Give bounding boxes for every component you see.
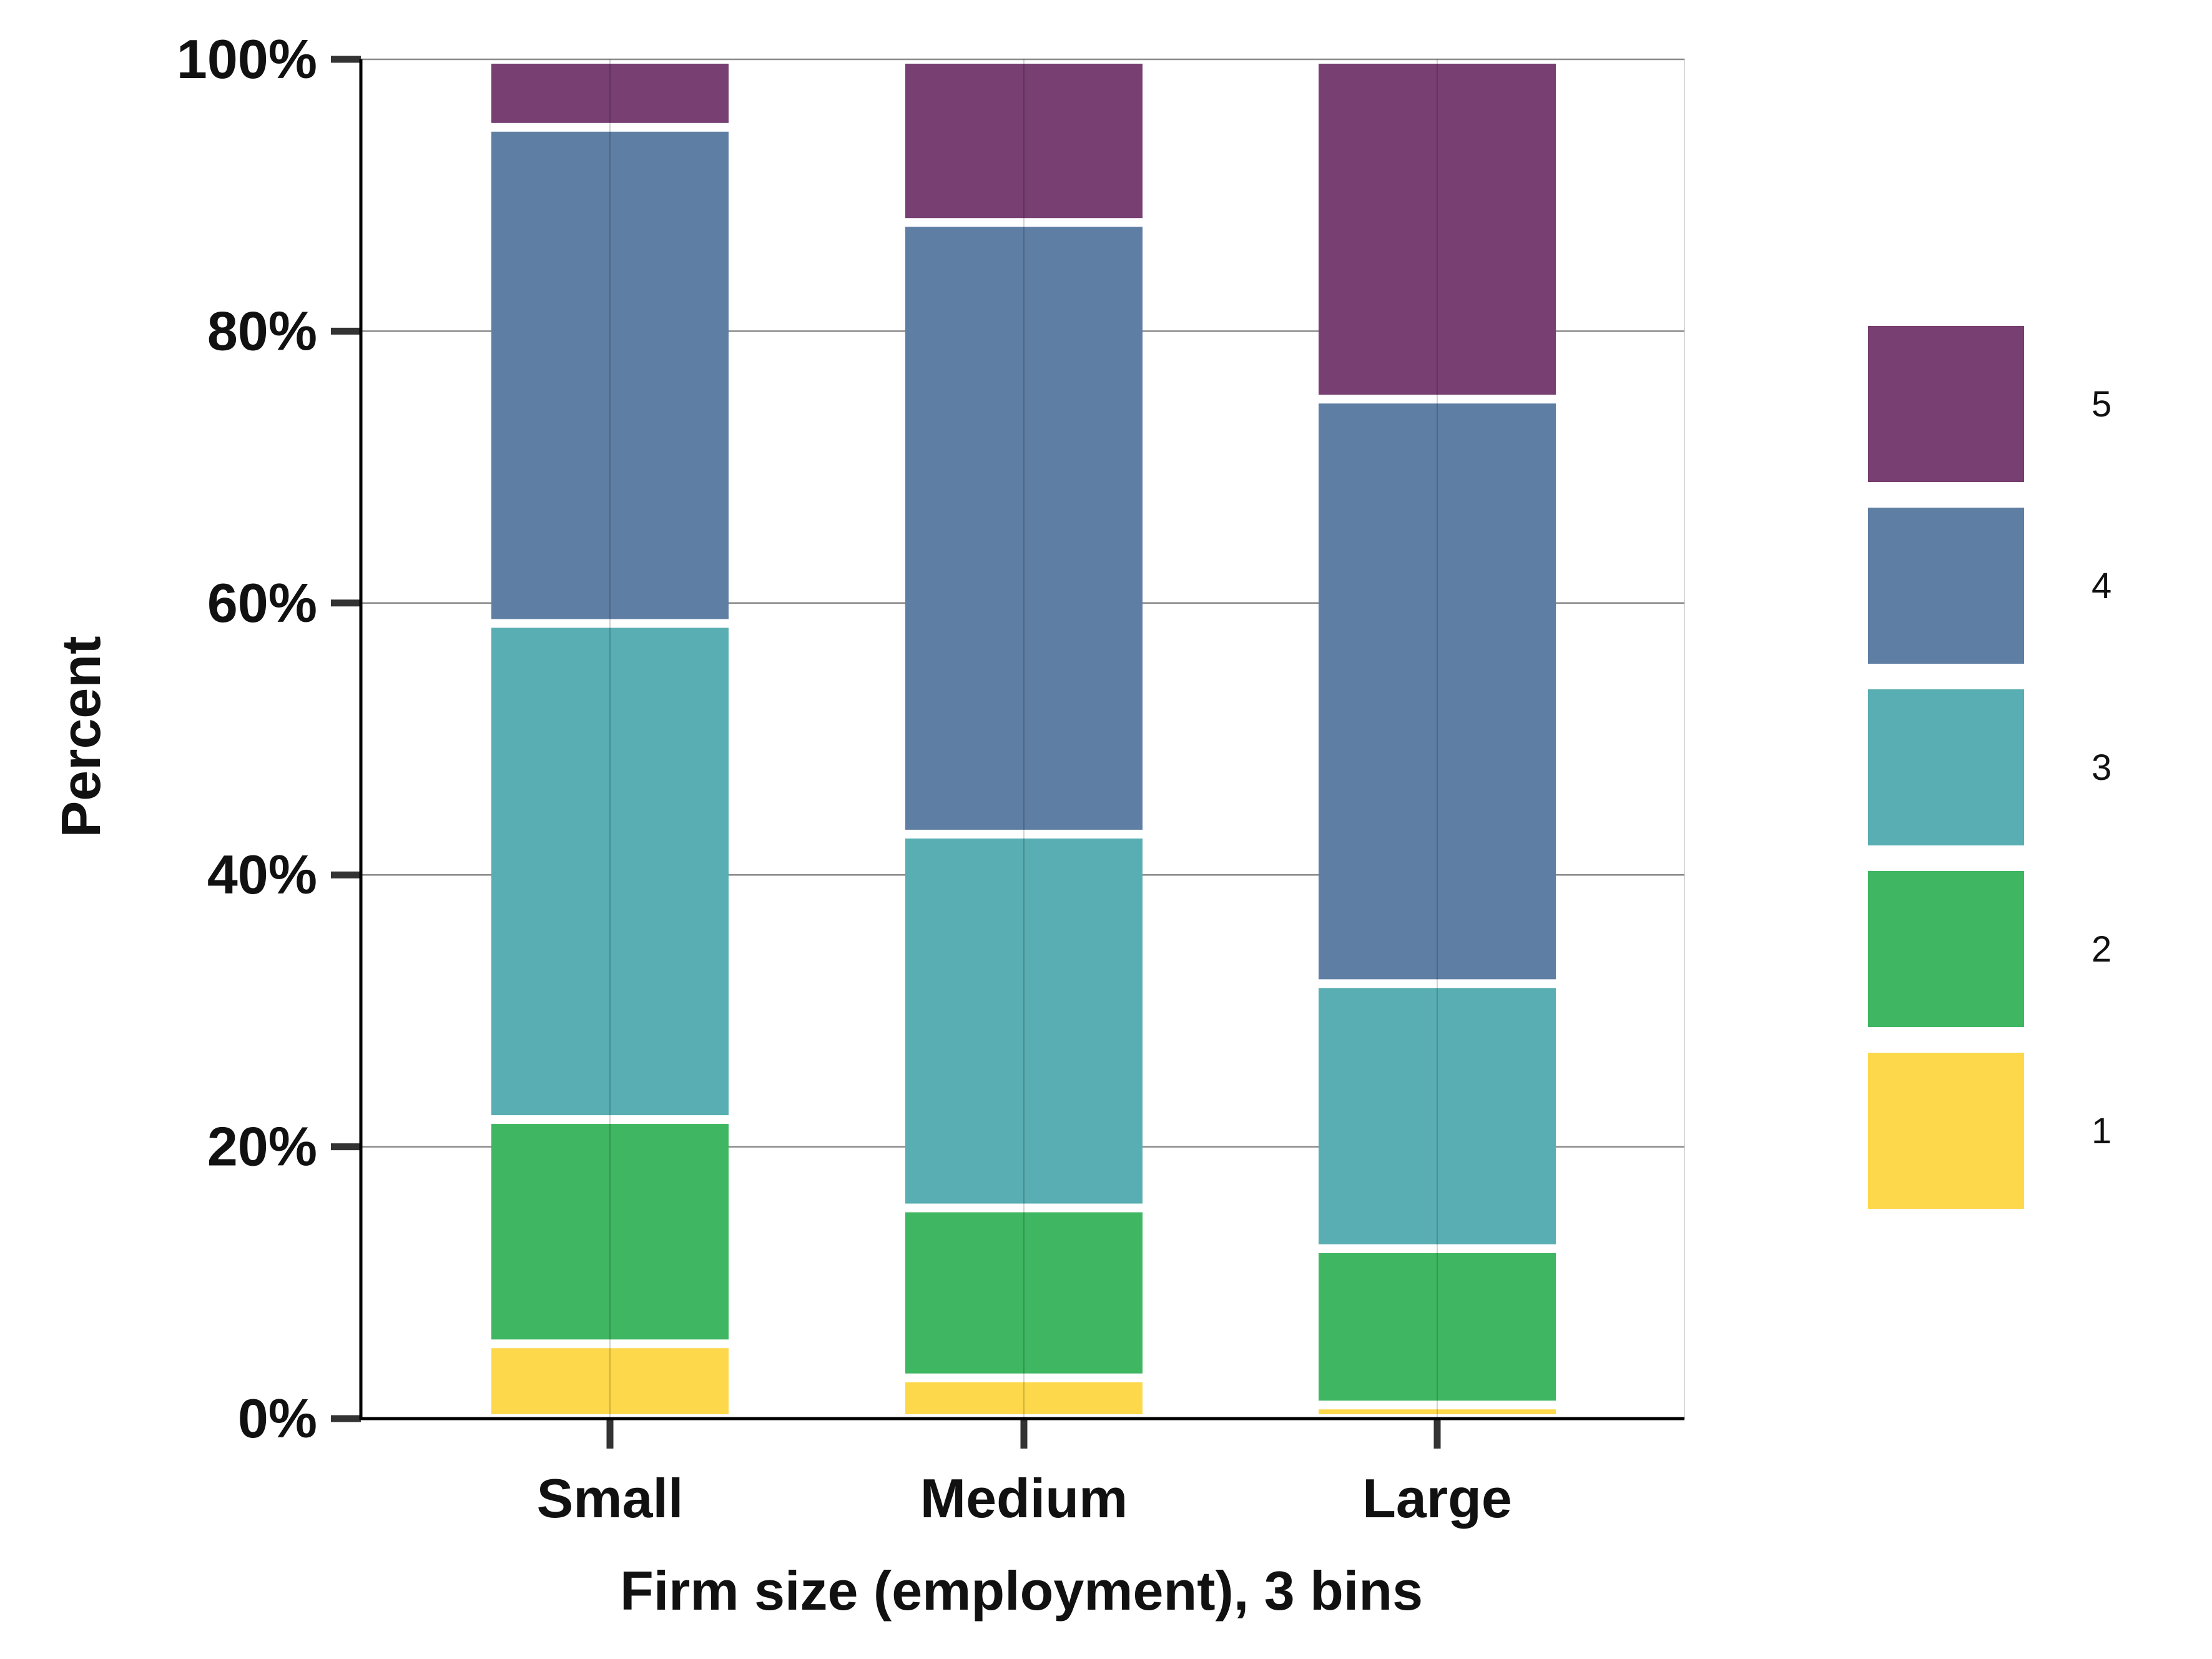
- bar-segment-small-2: [491, 1124, 729, 1340]
- bar-segment-large-1: [1319, 1409, 1556, 1414]
- y-tick-label: 20%: [207, 1116, 317, 1178]
- y-tick-label: 40%: [207, 844, 317, 905]
- bars: [491, 59, 1556, 1419]
- bar-segment-small-3: [491, 628, 729, 1116]
- bar-segment-medium-4: [905, 227, 1143, 830]
- legend-key-2: [1868, 871, 2024, 1027]
- bar-segment-large-4: [1319, 403, 1556, 980]
- legend-label-3: 3: [2092, 747, 2111, 788]
- y-tick-label: 0%: [238, 1387, 317, 1449]
- bar-segment-large-3: [1319, 988, 1556, 1244]
- y-tick-label: 60%: [207, 572, 317, 634]
- legend-label-1: 1: [2092, 1111, 2111, 1151]
- x-axis-title: Firm size (employment), 3 bins: [620, 1560, 1423, 1622]
- y-axis-title: Percent: [50, 636, 112, 838]
- legend-label-2: 2: [2092, 929, 2111, 970]
- legend-key-5: [1868, 326, 2024, 482]
- y-tick-label: 100%: [177, 28, 317, 90]
- y-tick-label: 80%: [207, 300, 317, 362]
- x-tick-label: Large: [1362, 1467, 1512, 1529]
- bar-segment-large-2: [1319, 1253, 1556, 1401]
- x-tick-label: Small: [537, 1467, 684, 1529]
- axes: 0% 20% 40% 60% 80% 100% Small Medium Large: [177, 28, 1684, 1529]
- bar-segment-medium-2: [905, 1212, 1143, 1374]
- bar-segment-small-5: [491, 64, 729, 123]
- legend-key-3: [1868, 689, 2024, 845]
- bar-segment-small-4: [491, 131, 729, 619]
- bar-segment-large-5: [1319, 64, 1556, 395]
- legend-label-5: 5: [2092, 384, 2111, 425]
- bar-segment-medium-1: [905, 1382, 1143, 1414]
- bar-segment-medium-5: [905, 64, 1143, 219]
- legend: 5 4 3 2 1: [1868, 326, 2111, 1209]
- x-tick-label: Medium: [920, 1467, 1128, 1529]
- legend-key-4: [1868, 508, 2024, 664]
- bar-segment-small-1: [491, 1348, 729, 1414]
- legend-key-1: [1868, 1053, 2024, 1209]
- bar-segment-medium-3: [905, 838, 1143, 1204]
- legend-label-4: 4: [2092, 566, 2111, 606]
